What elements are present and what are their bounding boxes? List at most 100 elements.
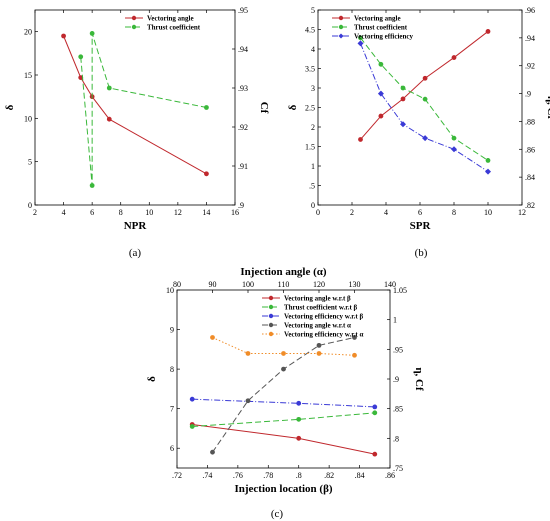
x-tick-label: 16 <box>231 208 239 217</box>
data-point <box>422 75 428 81</box>
legend-marker <box>268 304 274 310</box>
data-point <box>378 61 384 67</box>
y-left-tick-label: 0 <box>311 201 315 210</box>
x-tick-label: 4 <box>62 208 66 217</box>
x-tick-label: 4 <box>384 208 388 217</box>
x-tick-label: .74 <box>202 471 212 480</box>
y-left-tick-label: 0 <box>28 201 32 210</box>
x-top-tick-label: 110 <box>278 280 290 289</box>
legend-marker <box>268 295 274 301</box>
data-point <box>372 404 378 410</box>
x-tick-label: 6 <box>90 208 94 217</box>
legend-marker <box>338 33 344 39</box>
data-point <box>189 424 195 429</box>
y-right-tick-label: 1.05 <box>393 286 407 295</box>
legend-label: Vectoring angle <box>354 15 401 23</box>
y-left-tick-label: .5 <box>309 182 315 191</box>
x-tick-label: 10 <box>145 208 153 217</box>
y-left-tick-label: 5 <box>311 6 315 15</box>
y-right-axis-title: Cf <box>258 102 270 114</box>
series-line <box>360 31 489 140</box>
y-right-tick-label: .92 <box>238 123 248 132</box>
y-right-tick-label: .9 <box>525 90 531 99</box>
legend-marker <box>338 24 344 30</box>
x-tick-label: .86 <box>385 471 395 480</box>
y-right-tick-label: .88 <box>525 117 535 126</box>
chart-b: 0 2 4 6 8 10 12 0 .5 1 1.5 2 2.5 3 3.5 4 4.5 5 .82 .84 .86 .8… <box>287 6 550 259</box>
x-axis-title: Injection location (β) <box>234 483 332 495</box>
series-line <box>360 43 489 172</box>
data-point <box>89 31 95 36</box>
data-point <box>204 105 209 110</box>
data-point <box>372 451 378 457</box>
data-point <box>78 75 84 80</box>
x-tick-label: .84 <box>355 471 365 480</box>
data-point <box>451 146 457 153</box>
legend-label: Thrust coefficient w.r.t β <box>284 304 358 312</box>
legend-marker <box>131 15 137 21</box>
x-tick-label: 10 <box>484 208 492 217</box>
x-axis-title: SPR <box>410 220 432 232</box>
data-point <box>352 335 357 340</box>
x-top-tick-label: 120 <box>313 280 325 289</box>
data-point <box>78 54 84 60</box>
x-top-tick-label: 80 <box>173 280 181 289</box>
y-right-axis-title: η, Cf <box>545 96 550 120</box>
y-right-tick-label: .93 <box>238 84 248 93</box>
legend-marker <box>131 24 137 30</box>
legend-label: Thrust coefficient <box>147 24 201 32</box>
caption-c: (c) <box>271 508 284 520</box>
x-tick-label: 2 <box>350 208 354 217</box>
legend-label: Vectoring efficiency <box>354 33 414 41</box>
data-point <box>106 85 112 91</box>
data-point <box>451 135 457 141</box>
x-tick-label: 2 <box>33 208 37 217</box>
y-right-tick-label: .84 <box>525 173 535 182</box>
legend-marker <box>338 15 344 21</box>
x-top-tick-label: 100 <box>242 280 254 289</box>
data-point <box>245 398 251 404</box>
data-point <box>422 96 428 102</box>
y-right-tick-label: .94 <box>525 34 535 43</box>
data-point <box>316 351 322 356</box>
x-tick-label: 8 <box>119 208 123 217</box>
y-right-tick-label: .8 <box>393 434 399 443</box>
x-tick-label: .78 <box>263 471 273 480</box>
legend-label: Vectoring angle <box>147 15 194 23</box>
y-left-tick-label: 7 <box>170 405 174 414</box>
y-right-tick-label: .75 <box>393 464 403 473</box>
y-left-tick-label: 4.5 <box>305 26 315 35</box>
data-point <box>204 171 209 177</box>
chart-a: 2 4 6 8 10 12 14 16 0 5 10 15 20 .9 .91 .92 .93 .94 .95 NPR… <box>4 6 270 259</box>
data-point <box>485 168 491 175</box>
y-left-tick-label: 3.5 <box>305 65 315 74</box>
series-line <box>192 412 375 427</box>
x-top-tick-label: 130 <box>349 280 361 289</box>
caption-a: (a) <box>129 247 142 259</box>
data-point <box>372 410 378 416</box>
series-line <box>360 37 489 161</box>
legend-label: Vectoring efficiency w.r.t β <box>284 313 363 321</box>
x-tick-label: 8 <box>452 208 456 217</box>
data-point <box>485 29 491 34</box>
y-left-tick-label: 8 <box>170 365 174 374</box>
data-point <box>352 352 357 358</box>
y-right-tick-label: .95 <box>393 345 403 354</box>
data-point <box>296 416 302 422</box>
data-point <box>89 183 95 188</box>
y-left-tick-label: 10 <box>166 286 174 295</box>
data-point <box>210 449 215 455</box>
x-tick-label: 12 <box>174 208 182 217</box>
legend-label: Vectoring efficiency w.r.t α <box>284 331 363 339</box>
y-left-tick-label: 20 <box>24 28 32 37</box>
legend-marker <box>268 322 274 328</box>
caption-b: (b) <box>415 247 428 259</box>
data-point <box>316 342 322 348</box>
data-point <box>451 55 457 60</box>
data-point <box>61 33 66 39</box>
data-point <box>400 96 406 102</box>
x-tick-label: 12 <box>518 208 526 217</box>
legend-label: Vectoring angle w.r.t α <box>284 322 351 330</box>
y-left-tick-label: 6 <box>170 444 174 453</box>
